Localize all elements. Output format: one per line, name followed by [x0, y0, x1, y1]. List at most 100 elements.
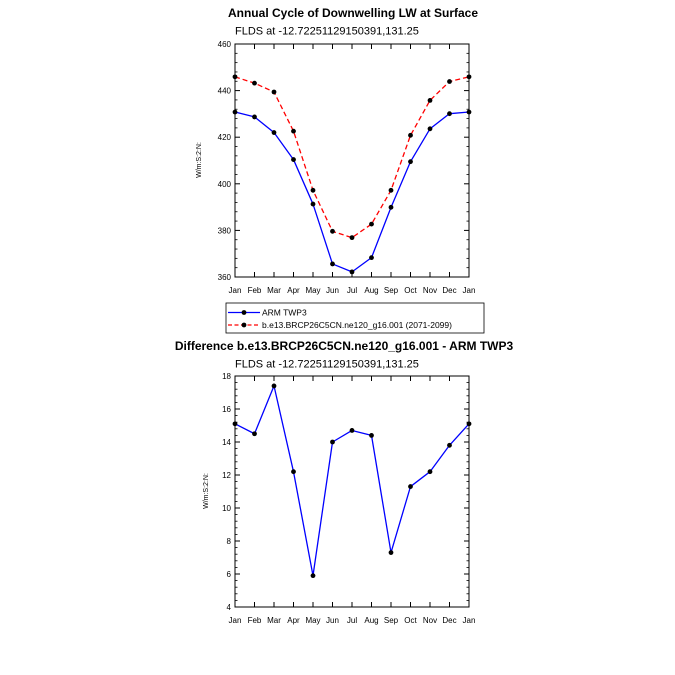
chart-2-series-line-1	[234, 385, 470, 577]
chart-2-x-tick-label: Sep	[384, 616, 399, 625]
chart-2-y-tick-label: 4	[227, 603, 232, 612]
chart-1-series-2-marker	[369, 221, 374, 227]
legend-label-model: b.e13.BRCP26C5CN.ne120_g16.001 (2071-209…	[262, 320, 452, 330]
chart-1-series-1-marker	[447, 111, 452, 117]
chart-1-x-tick-label: Mar	[267, 286, 281, 295]
chart-1-series-1-marker	[466, 109, 472, 115]
chart-2-series-1-marker	[291, 469, 296, 475]
chart-1-y-tick-label: 460	[218, 40, 232, 49]
chart-1-series-1-marker	[271, 130, 277, 135]
chart-1-y-axis-label: W/m:S:2:N:	[196, 142, 203, 178]
chart-2-x-tick-label: Nov	[423, 616, 437, 625]
chart-1-series-2-marker	[427, 97, 433, 103]
chart-1-x-tick-label: Jun	[326, 286, 339, 295]
chart-2-y-axis-label: W/m:S:2:N:	[203, 473, 210, 509]
chart-1-y-tick-label: 440	[218, 87, 232, 96]
chart-2-y-tick-label: 6	[227, 570, 232, 579]
chart-1-series-1-marker	[330, 261, 335, 267]
chart-2-series-1-marker	[388, 550, 394, 555]
legend-box	[225, 302, 485, 334]
chart-1-series-2-marker	[388, 187, 394, 193]
chart-1-series-2-marker	[330, 228, 335, 234]
chart-2-subtitle: FLDS at -12.72251129150391,131.25	[235, 359, 419, 371]
chart-1-series-2-marker	[271, 89, 277, 95]
chart-2-series-1-marker	[310, 573, 316, 579]
chart-1-plot-area: 360 380 400 420 440 460 Jan Feb Mar Apr May Jun Jul A…	[218, 40, 476, 295]
chart-1-x-tick-label: Jul	[347, 286, 357, 295]
chart-2-series-1-marker	[447, 442, 452, 448]
chart-1-x-tick-label: Sep	[384, 286, 399, 295]
chart-2-x-tick-label: Jan	[463, 616, 476, 625]
chart-1-series-2-marker	[466, 74, 472, 80]
chart-1-series-2-marker	[291, 128, 296, 134]
chart-2-series-1-marker	[466, 421, 472, 427]
chart-2-series-1-marker	[369, 433, 374, 438]
chart-2-x-tick-label: May	[305, 616, 320, 625]
chart-1-y-tick-label: 400	[218, 180, 232, 189]
chart-2-title: Difference b.e13.BRCP26C5CN.ne120_g16.00…	[175, 339, 514, 353]
chart-1-y-tick-label: 420	[218, 133, 232, 142]
chart-2-series-1-marker	[252, 431, 257, 437]
chart-1-title: Annual Cycle of Downwelling LW at Surfac…	[228, 6, 478, 20]
legend-marker-arm	[241, 310, 247, 315]
chart-1-series-2-marker	[447, 79, 452, 84]
chart-2-y-tick-label: 16	[222, 405, 231, 414]
chart-1-series-2-marker	[310, 187, 316, 193]
chart-2-series-1-marker	[349, 428, 355, 433]
chart-1-x-tick-label: Jan	[229, 286, 242, 295]
chart-1-x-tick-label: Jan	[463, 286, 476, 295]
chart-1-x-tick-label: Oct	[404, 286, 417, 295]
chart-2-series-1-marker	[271, 383, 277, 389]
chart-2-series-1-marker	[427, 469, 433, 475]
chart-1-series-2-marker	[232, 74, 238, 80]
chart-1-series-line-2	[234, 76, 470, 239]
chart-1-x-tick-label: Apr	[287, 286, 300, 295]
chart-1-x-tick-label: Nov	[423, 286, 437, 295]
chart-1-series-1-marker	[232, 109, 238, 115]
chart-1-x-tick-label: Aug	[364, 286, 378, 295]
chart-2-x-tick-label: Jul	[347, 616, 357, 625]
chart-1-legend: ARM TWP3 b.e13.BRCP26C5CN.ne120_g16.001 …	[225, 302, 485, 334]
chart-2-x-tick-label: Dec	[442, 616, 456, 625]
chart-1-y-tick-label: 360	[218, 273, 232, 282]
chart-2-y-tick-label: 14	[222, 438, 231, 447]
chart-1-series-1-marker	[427, 126, 433, 132]
chart-2-frame	[234, 375, 470, 608]
chart-1-series-1-marker	[349, 269, 355, 275]
chart-2-x-tick-label: Apr	[287, 616, 300, 625]
chart-1-x-tick-label: Feb	[248, 286, 262, 295]
chart-1-series-1-marker	[369, 255, 374, 261]
chart-1-x-tick-label: May	[305, 286, 320, 295]
chart-1-series-2-marker	[349, 235, 355, 241]
chart-2-plot-area: 4 6 8 10 12 14 16 18 Jan Feb Mar Apr May Jun Jul Aug Sep…	[222, 372, 475, 625]
chart-2-series-1-marker	[408, 484, 413, 489]
chart-1-subtitle: FLDS at -12.72251129150391,131.25	[235, 26, 419, 38]
chart-2-x-tick-label: Oct	[404, 616, 417, 625]
chart-2-y-tick-label: 10	[222, 504, 231, 513]
chart-1-series-1-marker	[388, 204, 394, 210]
legend-marker-model	[241, 322, 247, 328]
chart-2-x-tick-label: Jun	[326, 616, 339, 625]
chart-1-series-1-marker	[252, 114, 257, 120]
chart-1-series-2-marker	[408, 132, 413, 138]
chart-1-series-1-marker	[310, 201, 316, 207]
chart-1-series-2-marker	[252, 80, 257, 86]
chart-1-y-tick-label: 380	[218, 226, 232, 235]
chart-1-series-line-1	[234, 111, 470, 273]
chart-2-x-tick-label: Feb	[248, 616, 262, 625]
chart-2-x-tick-label: Aug	[364, 616, 378, 625]
chart-1-x-tick-label: Dec	[442, 286, 456, 295]
chart-2-x-tick-label: Jan	[229, 616, 242, 625]
chart-1-series-1-marker	[408, 159, 413, 165]
chart-1-frame	[234, 43, 470, 278]
chart-1-series-1-marker	[291, 157, 296, 162]
chart-2-series-1-marker	[232, 421, 238, 427]
chart-2-y-tick-label: 18	[222, 372, 231, 381]
chart-2-series-1-marker	[330, 439, 335, 445]
chart-2-y-tick-label: 12	[222, 471, 231, 480]
chart-2-x-tick-label: Mar	[267, 616, 281, 625]
legend-label-arm: ARM TWP3	[262, 308, 307, 318]
chart-2-y-tick-label: 8	[227, 537, 232, 546]
